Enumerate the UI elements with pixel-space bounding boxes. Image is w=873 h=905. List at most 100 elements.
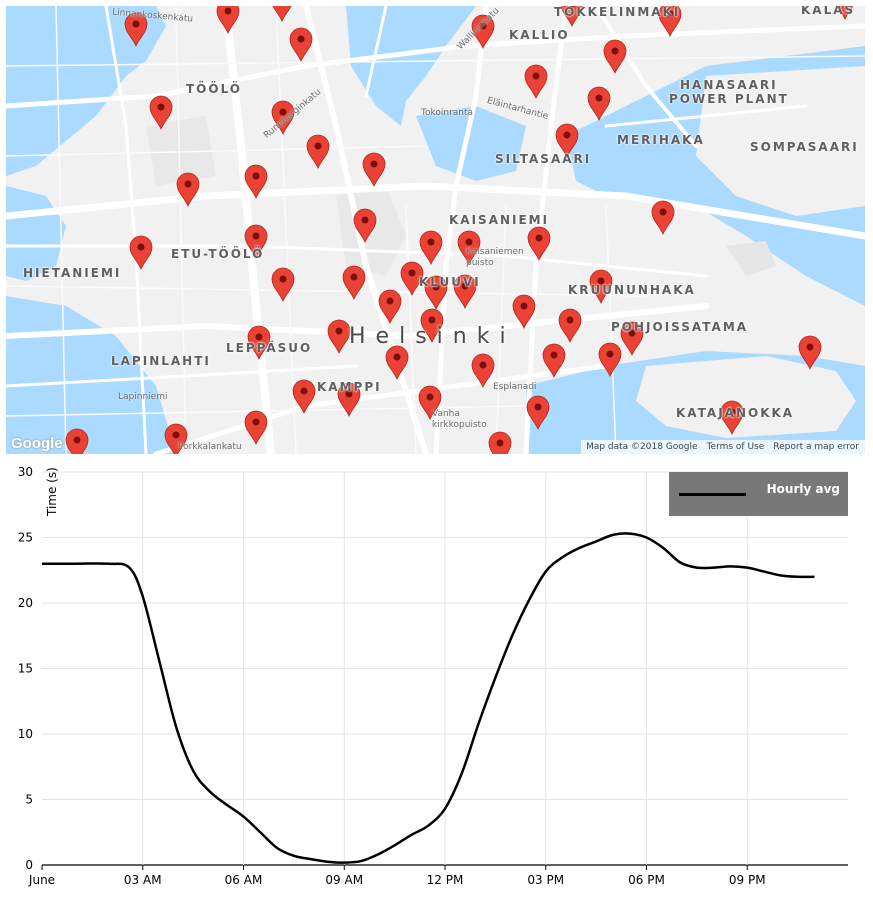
district-label-sompasaari: SOMPASAARI <box>750 140 859 154</box>
map-marker[interactable] <box>589 269 613 304</box>
street-label-tokoinranta: Tokoinranta <box>421 108 474 118</box>
y-tick-label: 25 <box>18 531 33 545</box>
map-marker[interactable] <box>418 385 442 420</box>
map-marker[interactable] <box>65 428 89 454</box>
map-marker[interactable] <box>271 6 293 22</box>
map-marker[interactable] <box>216 6 240 34</box>
map-marker[interactable] <box>271 100 295 135</box>
map-marker[interactable] <box>353 208 377 243</box>
x-tick-label: June <box>28 873 55 887</box>
chart-legend[interactable]: Hourly avg <box>669 472 848 516</box>
map-marker[interactable] <box>419 230 443 265</box>
district-label-hietaniemi: HIETANIEMI <box>23 266 122 280</box>
map-marker[interactable] <box>362 152 386 187</box>
map-marker[interactable] <box>420 308 444 343</box>
district-label-etu-toolo: ETU-TÖÖLÖ <box>171 247 265 261</box>
x-tick-label: 12 PM <box>427 873 464 887</box>
x-tick-label: 06 PM <box>628 873 665 887</box>
map-marker[interactable] <box>555 123 579 158</box>
map-marker[interactable] <box>337 382 361 417</box>
map-marker[interactable] <box>385 345 409 380</box>
water-area-northwest <box>6 6 166 176</box>
hourly-avg-chart: 0 5 10 15 20 25 30 June 03 AM 06 AM 09 AM 12 PM 03 … <box>18 465 848 887</box>
marker-layer <box>65 6 856 454</box>
street-label-porkkalankatu: Porkkalankatu <box>178 442 242 452</box>
map-marker[interactable] <box>542 343 566 378</box>
district-label-kalasatama: KALAS <box>801 6 856 17</box>
map-marker[interactable] <box>471 353 495 388</box>
map-marker[interactable] <box>244 410 268 445</box>
y-tick-label: 15 <box>18 662 33 676</box>
map-marker[interactable] <box>558 308 582 343</box>
map-marker[interactable] <box>247 325 271 360</box>
map-marker[interactable] <box>378 289 402 324</box>
map-marker[interactable] <box>720 400 744 435</box>
map-marker[interactable] <box>149 95 173 130</box>
y-tick-label: 20 <box>18 596 33 610</box>
map-view[interactable]: TÖÖLÖ KALLIO TOKKELINMÄKI KALAS HANASAAR… <box>6 6 865 454</box>
district-label-merihaka: MERIHAKA <box>617 133 705 147</box>
map-marker[interactable] <box>526 395 550 430</box>
park-area-2 <box>146 116 216 186</box>
map-marker[interactable] <box>471 14 495 49</box>
map-marker[interactable] <box>124 12 148 47</box>
report-map-error-link[interactable]: Report a map error <box>773 442 859 452</box>
map-marker[interactable] <box>834 6 856 20</box>
map-marker[interactable] <box>244 224 268 259</box>
map-marker[interactable] <box>512 294 536 329</box>
district-label-hanasaari: HANASAARI <box>680 78 778 92</box>
y-tick-label: 0 <box>25 858 33 872</box>
map-marker[interactable] <box>651 200 675 235</box>
district-label-kamppi: KAMPPI <box>317 380 382 394</box>
map-marker[interactable] <box>620 321 644 356</box>
map-marker[interactable] <box>453 274 477 309</box>
map-marker[interactable] <box>603 39 627 74</box>
district-label-power-plant: POWER PLANT <box>669 92 789 106</box>
y-tick-label: 10 <box>18 727 33 741</box>
map-marker[interactable] <box>342 265 366 300</box>
y-axis-label: Time (s) <box>45 467 59 517</box>
map-marker[interactable] <box>798 335 822 370</box>
map-marker[interactable] <box>129 235 153 270</box>
map-marker[interactable] <box>400 261 424 296</box>
island-katajanokka <box>636 356 856 438</box>
map-marker[interactable] <box>587 86 611 121</box>
legend-line-swatch <box>679 493 746 496</box>
map-marker[interactable] <box>457 230 481 265</box>
x-tick-label: 03 AM <box>124 873 162 887</box>
y-tick-label: 5 <box>25 793 33 807</box>
chart-grid <box>42 471 848 866</box>
map-marker[interactable] <box>289 27 313 62</box>
y-tick-label: 30 <box>18 465 33 479</box>
terms-of-use-link[interactable]: Terms of Use <box>706 442 765 452</box>
map-marker[interactable] <box>424 275 448 310</box>
map-marker[interactable] <box>488 431 512 454</box>
map-marker[interactable] <box>271 267 295 302</box>
map-marker[interactable] <box>306 134 330 169</box>
google-logo[interactable]: Google <box>11 435 63 452</box>
map-marker[interactable] <box>176 172 200 207</box>
street-label-kirkkopuisto: Vanha kirkkopuisto <box>432 409 487 430</box>
map-base <box>6 6 865 454</box>
map-marker[interactable] <box>164 423 188 454</box>
district-label-toukkelinmaki: TOKKELINMÄKI <box>554 6 681 19</box>
district-label-kallio: KALLIO <box>509 28 570 42</box>
map-marker[interactable] <box>524 64 548 99</box>
map-marker[interactable] <box>292 379 316 414</box>
district-label-pohjoissatama: POHJOISSATAMA <box>611 320 749 334</box>
map-data-attribution: Map data ©2018 Google <box>586 442 698 452</box>
x-tick-label: 03 PM <box>527 873 564 887</box>
map-marker[interactable] <box>560 6 584 27</box>
map-marker[interactable] <box>658 6 682 37</box>
x-tick-label: 09 PM <box>729 873 766 887</box>
series-line-hourly-avg <box>42 532 815 864</box>
water-area-bay <box>416 106 526 181</box>
map-marker[interactable] <box>527 226 551 261</box>
street-label-kaisaniemen-puisto: Kaisaniemen puisto <box>466 247 524 268</box>
x-axis-ticks: June 03 AM 06 AM 09 AM 12 PM 03 PM 06 PM 09 PM <box>28 865 766 887</box>
district-label-katajanokka: KATAJANOKKA <box>676 406 795 420</box>
map-marker[interactable] <box>327 319 351 354</box>
map-marker[interactable] <box>598 342 622 377</box>
district-label-leppasuo: LEPPÄSUO <box>226 341 313 355</box>
map-marker[interactable] <box>244 164 268 199</box>
